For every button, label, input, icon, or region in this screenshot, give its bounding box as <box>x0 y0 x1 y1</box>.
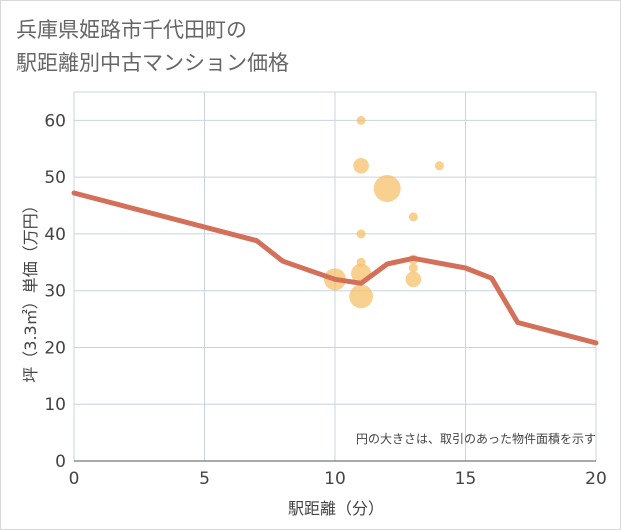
chart-title-line1: 兵庫県姫路市千代田町の <box>16 18 247 42</box>
bubbles <box>323 115 444 309</box>
bubble-point <box>353 158 369 174</box>
size-note: 円の大きさは、取引のあった物件面積を示す <box>356 431 596 446</box>
y-tick-label: 40 <box>44 225 66 245</box>
bubble-point <box>356 229 366 239</box>
bubble-point <box>434 161 444 171</box>
bubble-point <box>356 257 366 267</box>
chart-title: 兵庫県姫路市千代田町の 駅距離別中古マンション価格 <box>16 14 289 80</box>
x-tick-label: 0 <box>69 469 80 489</box>
x-axis-label: 駅距離（分） <box>288 499 384 518</box>
x-tick-label: 15 <box>455 469 477 489</box>
y-tick-label: 10 <box>44 395 66 415</box>
x-tick-label: 20 <box>585 469 607 489</box>
grid-lines <box>73 91 597 462</box>
trend-line-group <box>71 190 599 346</box>
bubble-point <box>349 284 374 309</box>
y-tick-label: 60 <box>44 111 66 131</box>
bubble-point <box>408 212 418 222</box>
x-tick-label: 5 <box>199 469 210 489</box>
y-axis-label: 坪（3.3㎡）単価（万円） <box>21 197 40 382</box>
tick-labels: 0 5 10 15 20 0 10 20 30 40 50 60 <box>44 111 606 489</box>
bubble-point <box>373 175 401 203</box>
bubble-point <box>356 115 366 125</box>
y-tick-label: 20 <box>44 338 66 358</box>
trend-line <box>71 190 599 346</box>
chart-title-line2: 駅距離別中古マンション価格 <box>16 51 289 75</box>
y-tick-label: 30 <box>44 282 66 302</box>
bubble-point <box>408 263 418 273</box>
y-tick-label: 50 <box>44 168 66 188</box>
y-tick-label: 0 <box>55 452 66 472</box>
x-tick-label: 10 <box>324 469 346 489</box>
bubble-point <box>405 271 422 288</box>
